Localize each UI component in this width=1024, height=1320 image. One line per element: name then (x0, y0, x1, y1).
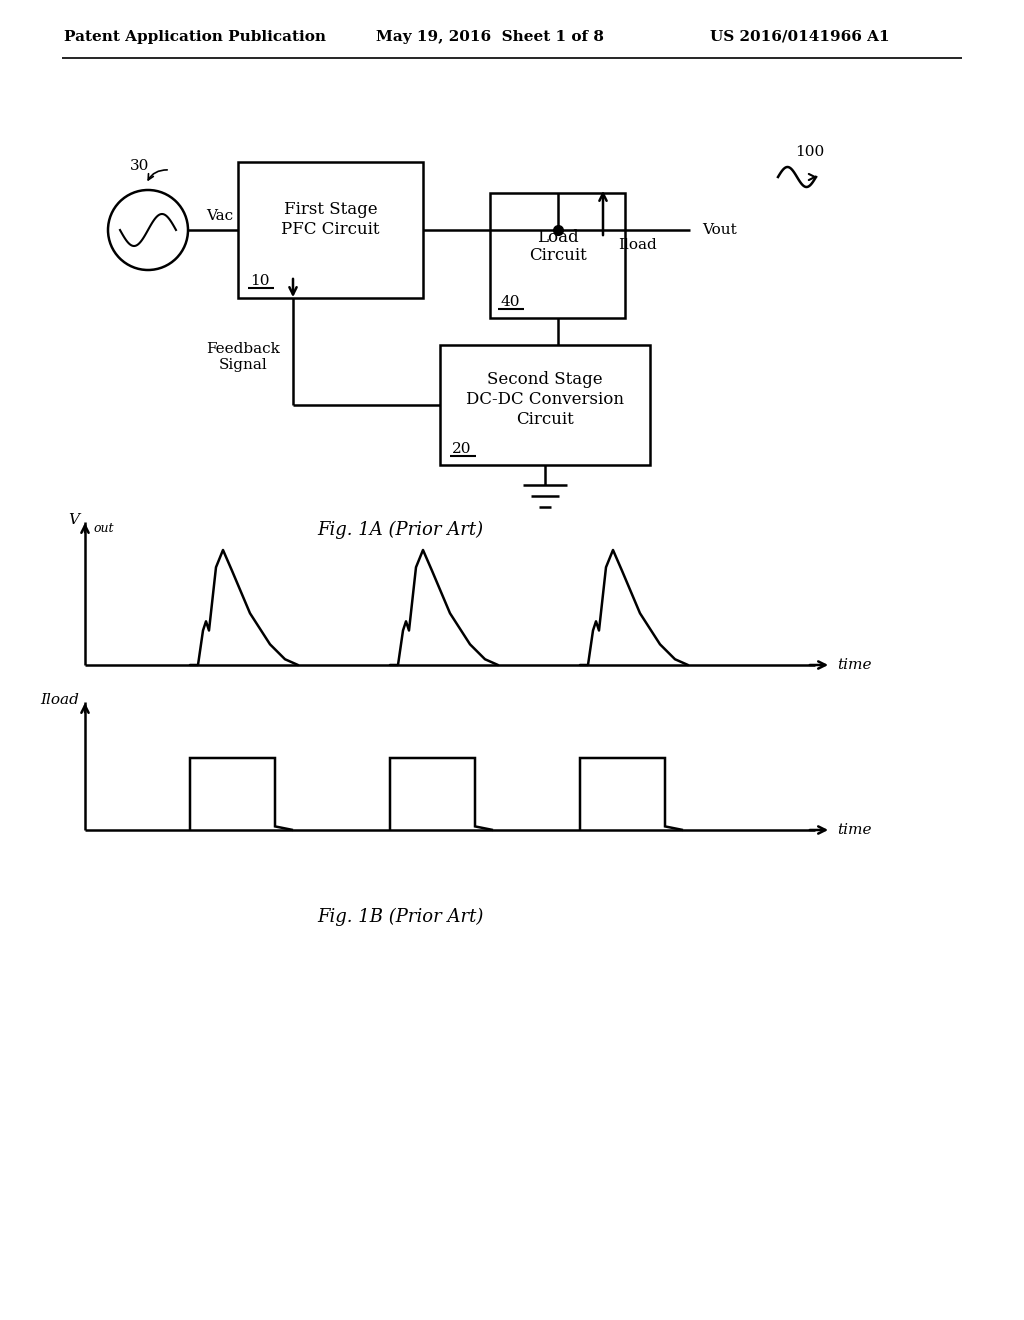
Text: Feedback
Signal: Feedback Signal (206, 342, 280, 372)
Text: US 2016/0141966 A1: US 2016/0141966 A1 (711, 30, 890, 44)
Text: Circuit: Circuit (528, 247, 587, 264)
Text: Iload: Iload (618, 238, 656, 252)
Text: May 19, 2016  Sheet 1 of 8: May 19, 2016 Sheet 1 of 8 (376, 30, 604, 44)
Bar (440, 345, 650, 465)
Text: 10: 10 (250, 275, 269, 288)
Text: time: time (837, 822, 871, 837)
Text: Iload: Iload (40, 693, 79, 708)
Text: V: V (68, 513, 79, 527)
Text: Circuit: Circuit (516, 411, 573, 428)
Bar (238, 162, 423, 298)
Bar (490, 193, 625, 318)
Text: First Stage: First Stage (284, 202, 377, 219)
Text: Fig. 1B (Prior Art): Fig. 1B (Prior Art) (316, 908, 483, 927)
Text: time: time (837, 657, 871, 672)
Text: 40: 40 (501, 294, 520, 309)
Text: Load: Load (537, 228, 579, 246)
Text: Fig. 1A (Prior Art): Fig. 1A (Prior Art) (317, 521, 483, 539)
Text: 30: 30 (130, 158, 150, 173)
Text: Vac: Vac (206, 209, 233, 223)
Text: out: out (93, 521, 114, 535)
Text: Vout: Vout (702, 223, 736, 238)
Text: Second Stage: Second Stage (487, 371, 603, 388)
Text: 20: 20 (453, 442, 472, 455)
Text: DC-DC Conversion: DC-DC Conversion (466, 391, 624, 408)
Text: Patent Application Publication: Patent Application Publication (63, 30, 326, 44)
Text: 100: 100 (796, 145, 824, 158)
Text: PFC Circuit: PFC Circuit (282, 222, 380, 239)
